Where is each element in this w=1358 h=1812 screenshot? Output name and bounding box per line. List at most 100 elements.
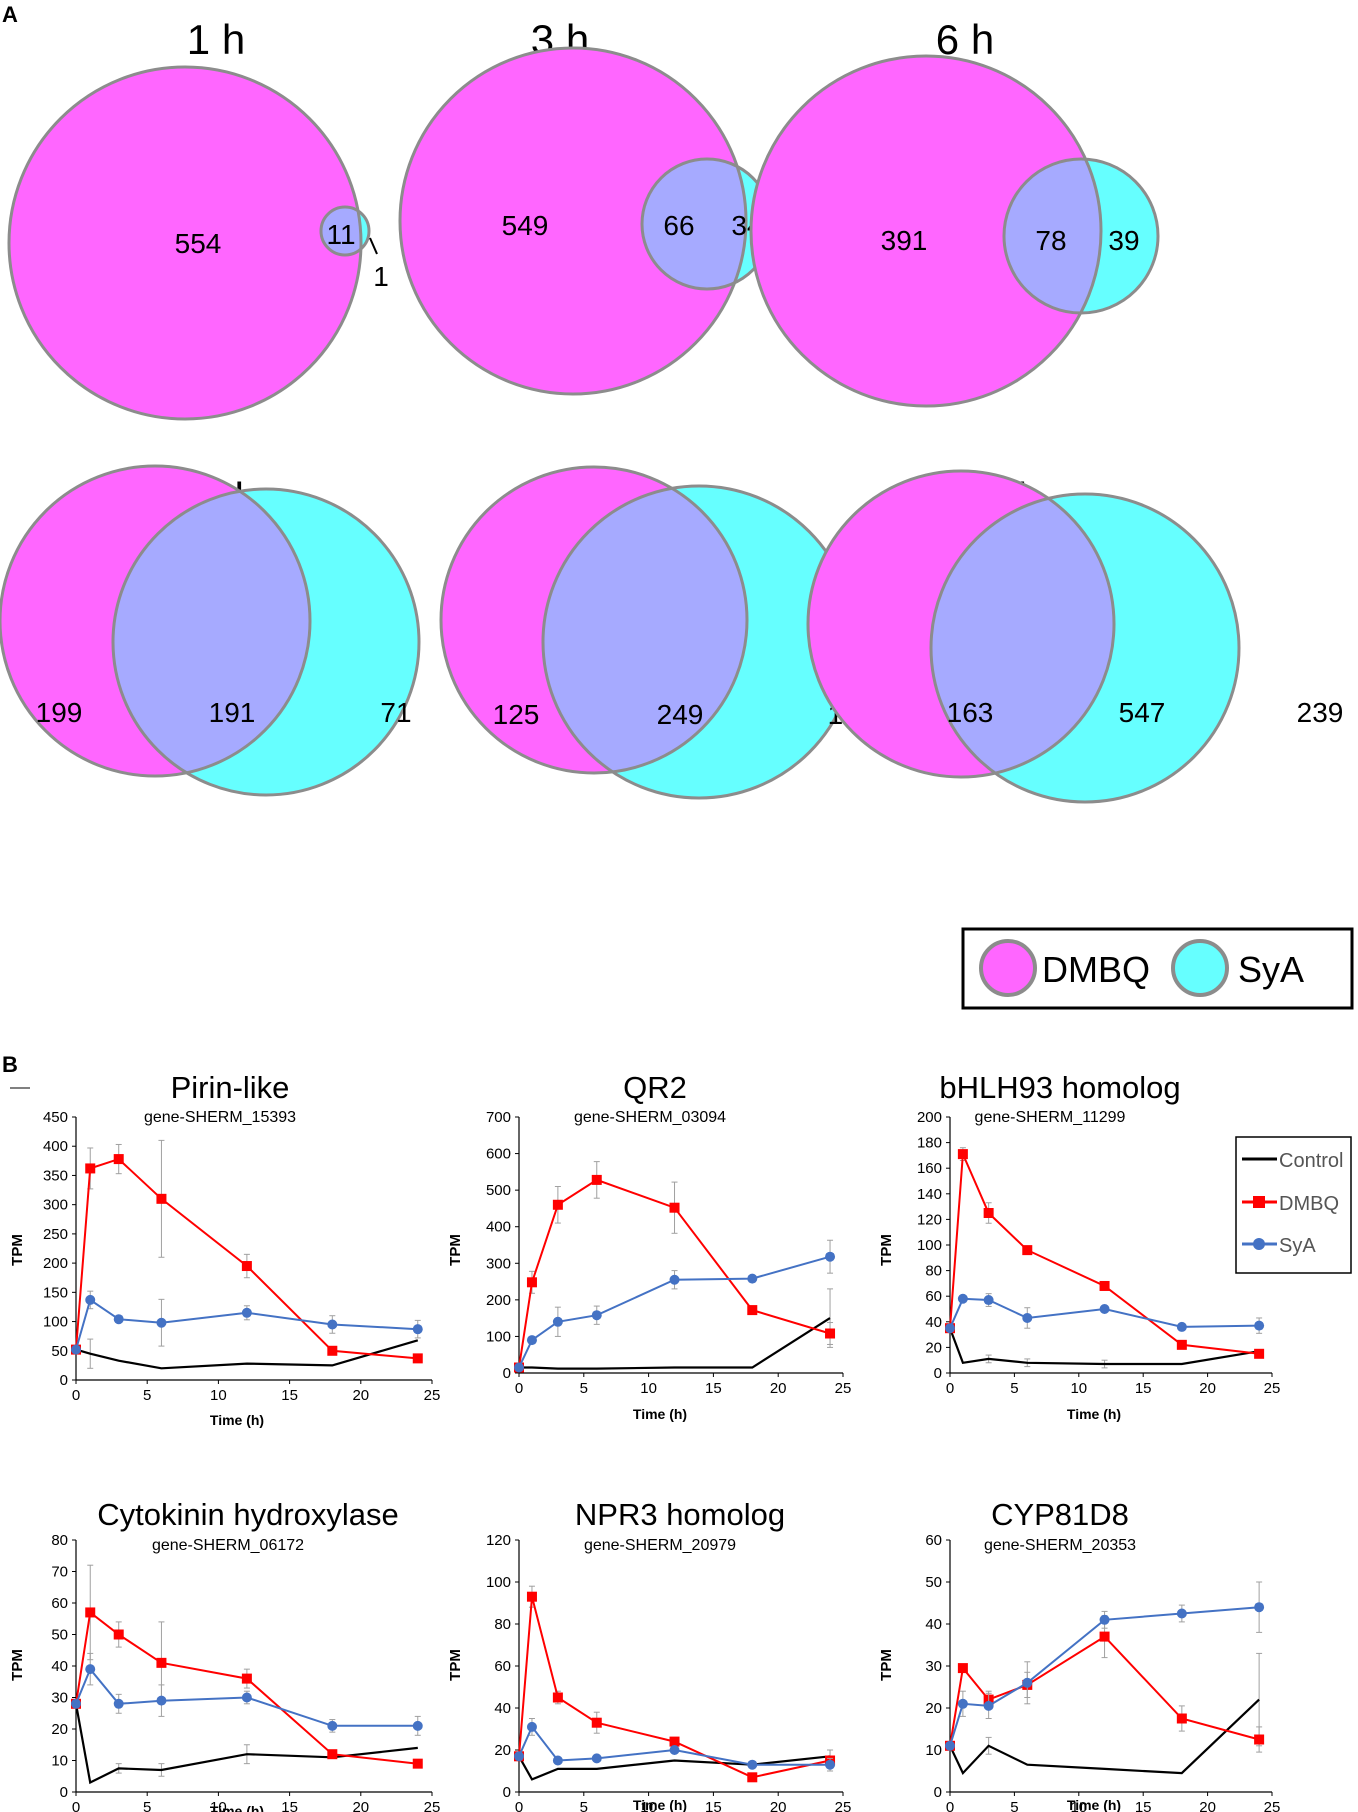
data-point-dmbq — [957, 1149, 968, 1160]
data-point-sya — [1254, 1320, 1265, 1331]
y-axis-label: TPM — [447, 1649, 464, 1681]
x-tick-label: 15 — [705, 1380, 722, 1397]
y-tick-label: 50 — [51, 1627, 68, 1644]
y-tick-label: 10 — [925, 1742, 942, 1759]
data-point-dmbq — [825, 1328, 836, 1339]
y-tick-label: 30 — [925, 1658, 942, 1675]
y-tick-label: 80 — [925, 1263, 942, 1280]
venn-overlap-region — [543, 486, 747, 773]
line-chart-gene-sherm_06172: Cytokinin hydroxylase gene-SHERM_06172 0 10… — [9, 1497, 440, 1812]
chart-subtitle: gene-SHERM_20353 — [984, 1537, 1136, 1554]
y-tick-label: 40 — [51, 1658, 68, 1675]
x-tick-label: 5 — [143, 1387, 151, 1404]
y-tick-label: 200 — [486, 1292, 511, 1309]
y-tick-label: 120 — [486, 1532, 511, 1549]
y-axis-label: TPM — [878, 1649, 895, 1681]
data-point-sya — [327, 1319, 338, 1330]
data-point-sya — [526, 1335, 537, 1346]
y-tick-label: 100 — [917, 1237, 942, 1254]
venn-legend-dmbq-swatch — [979, 939, 1037, 997]
x-tick-label: 0 — [72, 1799, 80, 1812]
y-tick-label: 500 — [486, 1182, 511, 1199]
data-point-sya — [514, 1751, 524, 1762]
series-sya — [71, 1652, 423, 1736]
y-tick-label: 180 — [917, 1135, 942, 1152]
y-axis-label: TPM — [9, 1649, 26, 1681]
y-tick-label: 20 — [925, 1339, 942, 1356]
data-point-dmbq — [85, 1163, 96, 1174]
data-point-dmbq — [1254, 1734, 1265, 1745]
y-tick-label: 50 — [51, 1343, 68, 1360]
data-point-sya — [552, 1755, 563, 1766]
venn-shared-count: 191 — [209, 697, 256, 728]
venn-sya-outline — [319, 205, 371, 257]
y-tick-label: 0 — [60, 1372, 68, 1389]
series-sya — [514, 1239, 836, 1373]
data-point-dmbq — [156, 1657, 167, 1668]
y-tick-label: 100 — [43, 1314, 68, 1331]
data-point-dmbq — [113, 1154, 124, 1165]
data-point-sya — [825, 1759, 836, 1770]
x-tick-label: 20 — [770, 1799, 787, 1812]
x-tick-label: 20 — [352, 1799, 369, 1812]
series-control — [74, 1703, 418, 1785]
data-point-sya — [957, 1293, 968, 1304]
line-chart-grid: Pirin-likegene-SHERM_1539305010015020025… — [9, 1070, 1280, 1812]
venn-title: 1 h — [187, 16, 245, 63]
data-point-dmbq — [591, 1174, 602, 1185]
y-tick-label: 120 — [917, 1211, 942, 1228]
series-dmbq — [514, 1161, 836, 1373]
x-tick-label: 5 — [580, 1799, 588, 1812]
y-axis-label: TPM — [447, 1234, 464, 1266]
x-tick-label: 25 — [835, 1380, 852, 1397]
series-control — [75, 1338, 419, 1370]
venn-sya-outline — [929, 492, 1241, 804]
x-tick-label: 20 — [1199, 1799, 1216, 1812]
data-point-dmbq — [412, 1758, 423, 1769]
data-point-sya — [945, 1323, 955, 1334]
data-point-sya — [1176, 1321, 1187, 1332]
venn-dmbq-circle — [9, 67, 361, 419]
x-tick-label: 0 — [946, 1799, 954, 1812]
venn-shared-count: 78 — [1035, 225, 1066, 256]
venn-legend-sya-label: SyA — [1238, 949, 1304, 990]
y-tick-label: 100 — [486, 1574, 511, 1591]
venn-dmbq-outline — [398, 46, 748, 396]
data-point-sya — [1099, 1304, 1110, 1314]
venn-overlap-region — [931, 494, 1114, 777]
line-legend-dmbq-label: DMBQ — [1279, 1193, 1339, 1215]
data-point-sya — [1022, 1677, 1033, 1688]
x-tick-label: 25 — [835, 1799, 852, 1812]
venn-dmbq-only-count: 125 — [493, 699, 540, 730]
y-tick-label: 200 — [43, 1255, 68, 1272]
data-point-dmbq — [747, 1772, 758, 1783]
y-tick-label: 450 — [43, 1109, 68, 1126]
data-point-sya — [412, 1720, 423, 1731]
venn-6h: 6 h 391 78 39 — [749, 16, 1160, 408]
chart-subtitle: gene-SHERM_20979 — [584, 1537, 736, 1554]
data-point-dmbq — [327, 1749, 338, 1760]
data-point-dmbq — [241, 1261, 252, 1272]
series-dmbq — [71, 1139, 423, 1364]
y-tick-label: 150 — [43, 1284, 68, 1301]
data-point-sya — [825, 1251, 836, 1262]
y-tick-label: 70 — [51, 1564, 68, 1581]
x-tick-label: 10 — [1070, 1380, 1087, 1397]
data-point-dmbq — [1176, 1713, 1187, 1724]
x-tick-label: 0 — [515, 1799, 523, 1812]
chart-subtitle: gene-SHERM_11299 — [975, 1109, 1126, 1126]
x-tick-label: 5 — [1010, 1380, 1018, 1397]
series-line — [948, 1327, 1260, 1366]
y-tick-label: 350 — [43, 1167, 68, 1184]
venn-dmbq-only-count: 549 — [502, 210, 549, 241]
x-axis-label: Time (h) — [210, 1412, 264, 1428]
x-tick-label: 5 — [143, 1799, 151, 1812]
chart-title: CYP81D8 — [991, 1497, 1129, 1532]
venn-shared-count: 11 — [326, 219, 355, 250]
series-line — [519, 1317, 831, 1370]
data-point-dmbq — [526, 1591, 537, 1602]
chart-subtitle: gene-SHERM_06172 — [152, 1537, 304, 1554]
series-control — [519, 1288, 834, 1370]
data-point-sya — [241, 1692, 252, 1703]
data-point-sya — [241, 1307, 252, 1318]
